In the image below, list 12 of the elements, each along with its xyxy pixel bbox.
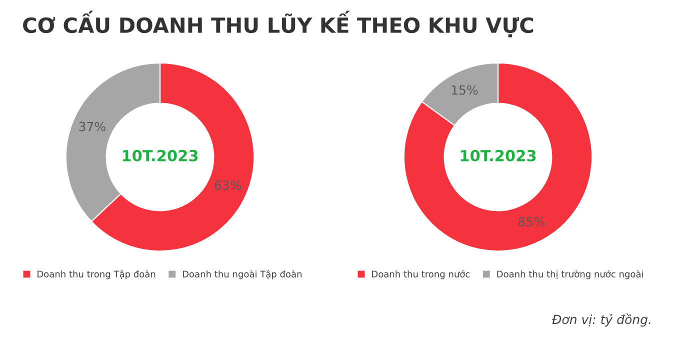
text: 10T.2023 xyxy=(122,150,198,162)
legend-label: Doanh thu trong Tập đoàn xyxy=(38,270,156,280)
legend-label: Doanh thu ngoài Tập đoàn xyxy=(182,270,302,280)
data-label: 37% xyxy=(79,122,106,132)
chart-title: CƠ CẤU DOANH THU LŨY KẾ THEO KHU VỰC xyxy=(23,10,534,38)
data-label: 63% xyxy=(214,180,242,190)
legend-label: Doanh thu trong nước xyxy=(372,270,470,280)
text: 10T.2023 xyxy=(460,150,536,162)
data-label: 15% xyxy=(452,85,478,95)
data-label: 85% xyxy=(518,217,545,226)
text: Đơn vị: tỷ đồng. xyxy=(552,313,650,327)
legend-label: Doanh thu thị trường nước ngoài xyxy=(497,270,643,280)
